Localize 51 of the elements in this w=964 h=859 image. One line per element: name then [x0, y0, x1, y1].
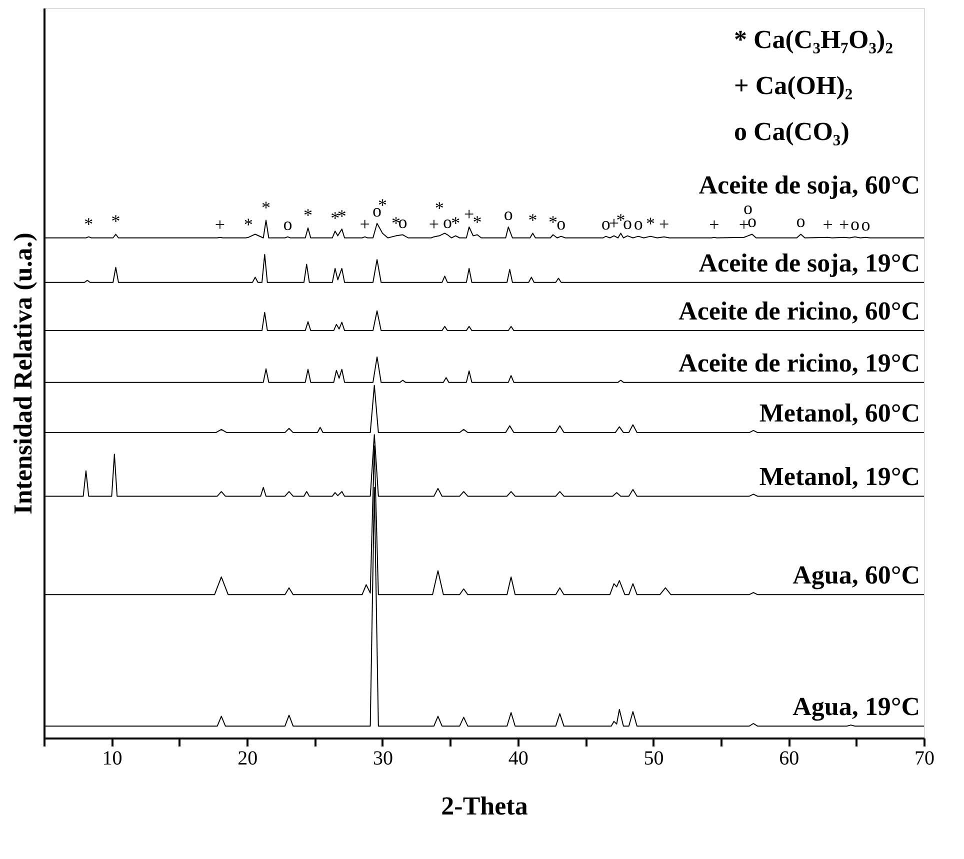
annotation: + — [214, 214, 226, 234]
x-tick-label: 50 — [644, 748, 664, 770]
annotation: o — [634, 213, 643, 234]
x-axis-title: 2-Theta — [441, 792, 528, 820]
series-label: Agua, 60°C — [792, 560, 920, 590]
text: o Ca(CO₃) — [734, 117, 850, 146]
annotation: + — [360, 214, 370, 234]
y-axis-title: Intensidad Relativa (u.a.) — [8, 232, 38, 514]
annotation: + — [658, 214, 670, 234]
annotation: * — [392, 212, 400, 233]
annotation: o — [861, 214, 870, 234]
annotation: + — [839, 214, 850, 234]
annotation: o — [623, 212, 632, 233]
annotation: * — [472, 212, 482, 232]
annotation: * — [337, 206, 346, 226]
x-tick-label: 40 — [508, 748, 528, 770]
x-tick-label: 10 — [102, 748, 122, 770]
series-label: Agua, 19°C — [792, 692, 920, 722]
annotation: * — [304, 205, 312, 226]
annotation: * — [451, 212, 460, 233]
annotation: + — [709, 214, 720, 234]
annotation: * — [262, 197, 271, 218]
annotation: o — [601, 213, 610, 234]
annotation: o — [442, 212, 452, 232]
annotation: * — [646, 213, 656, 234]
annotation: * — [244, 214, 253, 234]
series-label: Aceite de soja, 19°C — [698, 248, 920, 278]
annotation: o — [850, 214, 860, 234]
annotation: * — [528, 210, 538, 230]
annotation: * — [330, 208, 340, 228]
x-tick-label: 20 — [238, 748, 258, 770]
text: * Ca(C₃H₇O₃)₂ — [734, 25, 894, 54]
annotation: o — [504, 204, 513, 224]
x-tick-label: 60 — [779, 748, 800, 770]
annotation: o — [796, 211, 806, 232]
series-label: Aceite de soja, 60°C — [698, 170, 920, 200]
x-tick-label: 70 — [914, 748, 934, 770]
annotation: + — [464, 204, 474, 224]
annotation: * — [548, 212, 558, 232]
x-tick-label: 30 — [372, 748, 393, 770]
series-label: Metanol, 19°C — [759, 462, 920, 492]
series-label: Aceite de ricino, 60°C — [678, 296, 920, 326]
annotation: o — [283, 214, 292, 234]
annotation: * — [84, 214, 94, 234]
annotation: + — [822, 214, 833, 234]
annotation: * — [111, 211, 120, 232]
series-label: Metanol, 60°C — [759, 398, 920, 428]
annotation: o — [398, 212, 408, 232]
text: + Ca(OH)₂ — [734, 71, 853, 100]
annotation: o — [556, 213, 566, 234]
series-label: Aceite de ricino, 19°C — [678, 348, 920, 378]
